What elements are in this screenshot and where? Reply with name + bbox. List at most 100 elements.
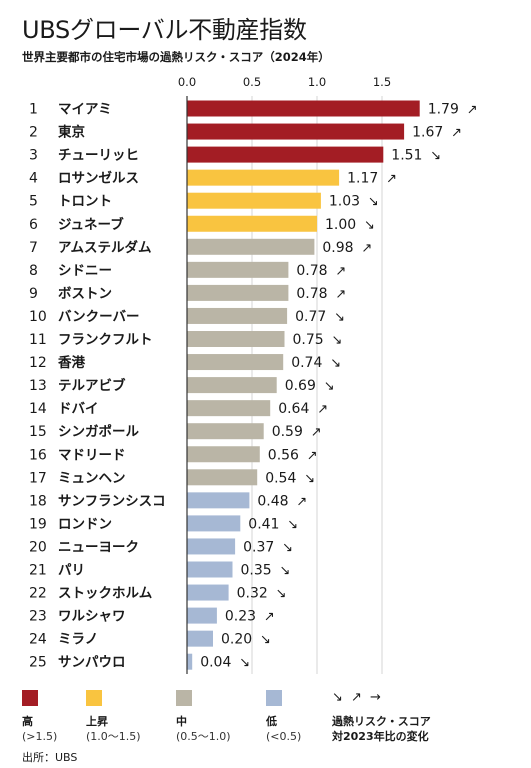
value-label: 1.51 bbox=[391, 148, 422, 164]
trend-arrow-icon: ↘ bbox=[430, 149, 441, 164]
trend-arrow-icon: ↘ bbox=[304, 471, 315, 486]
city-label: ストックホルム bbox=[58, 586, 152, 602]
trend-arrows-icon: ↘ ↗ → bbox=[332, 690, 383, 705]
rank-label: 11 bbox=[29, 332, 47, 348]
value-label: 0.37 bbox=[243, 539, 274, 555]
bar bbox=[187, 630, 213, 647]
rank-label: 15 bbox=[29, 424, 47, 440]
legend-label-rising: 上昇 bbox=[86, 715, 108, 728]
bar bbox=[187, 446, 260, 463]
city-label: テルアビブ bbox=[58, 377, 126, 394]
rank-label: 7 bbox=[29, 240, 38, 256]
city-label: ミュンヘン bbox=[58, 470, 126, 486]
legend-item-high: 高 (>1.5) bbox=[22, 690, 57, 744]
city-label: ロサンゼルス bbox=[58, 170, 139, 187]
bar bbox=[187, 307, 288, 324]
trend-arrow-icon: ↗ bbox=[317, 402, 328, 417]
bar bbox=[187, 515, 241, 532]
bar bbox=[187, 331, 285, 347]
rank-label: 17 bbox=[29, 470, 47, 486]
bar bbox=[187, 146, 384, 163]
bar bbox=[187, 423, 264, 440]
bar bbox=[187, 377, 277, 394]
legend-swatch-rising bbox=[86, 690, 102, 706]
x-tick-label: 0.5 bbox=[243, 75, 261, 89]
trend-arrow-icon: ↘ bbox=[364, 218, 375, 233]
trend-arrow-icon: ↘ bbox=[332, 333, 343, 348]
bar bbox=[187, 238, 315, 255]
trend-legend-sublabel: 対2023年比の変化 bbox=[332, 730, 429, 743]
legend-swatch-low bbox=[266, 690, 282, 706]
trend-arrow-icon: ↘ bbox=[239, 656, 250, 671]
value-label: 0.64 bbox=[278, 401, 309, 417]
value-label: 1.17 bbox=[347, 171, 378, 187]
source-note: 出所：UBS bbox=[22, 751, 78, 764]
value-label: 1.79 bbox=[428, 102, 459, 118]
trend-arrow-icon: ↘ bbox=[280, 564, 291, 579]
rank-label: 10 bbox=[29, 309, 47, 325]
trend-arrow-icon: ↘ bbox=[282, 540, 293, 555]
legend-item-rising: 上昇 (1.0〜1.5) bbox=[86, 690, 141, 744]
rank-label: 23 bbox=[29, 609, 47, 625]
trend-arrow-icon: ↗ bbox=[296, 494, 307, 509]
legend-trend: ↘ ↗ → 過熱リスク・スコア 対2023年比の変化 bbox=[332, 690, 431, 744]
bar bbox=[187, 354, 284, 371]
trend-arrow-icon: ↗ bbox=[307, 448, 318, 463]
bar bbox=[187, 561, 233, 578]
value-label: 0.77 bbox=[295, 309, 326, 325]
value-label: 0.35 bbox=[241, 563, 272, 579]
x-tick-label: 1.0 bbox=[308, 75, 326, 89]
trend-arrow-icon: ↗ bbox=[467, 103, 478, 118]
rank-label: 5 bbox=[29, 194, 38, 210]
rank-label: 24 bbox=[29, 632, 47, 648]
city-label: ボストン bbox=[58, 286, 112, 302]
rank-label: 25 bbox=[29, 655, 47, 671]
trend-arrow-icon: ↗ bbox=[264, 610, 275, 625]
city-label: バンクーバー bbox=[58, 309, 140, 325]
city-label: ドバイ bbox=[58, 401, 99, 417]
city-label: チューリッヒ bbox=[58, 148, 139, 164]
trend-arrow-icon: ↘ bbox=[287, 517, 298, 532]
legend-item-low: 低 (<0.5) bbox=[266, 690, 301, 744]
trend-arrow-icon: ↗ bbox=[386, 172, 397, 187]
legend-range-mid: (0.5〜1.0) bbox=[176, 730, 231, 743]
rank-label: 19 bbox=[29, 516, 47, 532]
legend-label-high: 高 bbox=[22, 715, 33, 728]
bar bbox=[187, 192, 321, 209]
trend-arrow-icon: ↘ bbox=[324, 379, 335, 394]
trend-arrow-icon: ↘ bbox=[368, 195, 379, 210]
value-label: 0.56 bbox=[268, 447, 299, 463]
value-label: 1.67 bbox=[412, 125, 443, 141]
trend-arrow-icon: ↘ bbox=[334, 310, 345, 325]
bar bbox=[187, 469, 258, 486]
city-label: トロント bbox=[58, 194, 112, 210]
value-label: 0.59 bbox=[272, 424, 303, 440]
x-tick-label: 0.0 bbox=[178, 75, 196, 89]
bar bbox=[187, 123, 405, 140]
city-label: シドニー bbox=[58, 263, 112, 279]
chart-title: UBSグローバル不動産指数 bbox=[22, 16, 307, 44]
legend-swatch-mid bbox=[176, 690, 192, 706]
rank-label: 12 bbox=[29, 355, 47, 371]
value-label: 0.69 bbox=[285, 378, 316, 394]
value-label: 0.54 bbox=[265, 470, 296, 486]
rank-label: 6 bbox=[29, 217, 38, 233]
legend-range-low: (<0.5) bbox=[266, 730, 302, 743]
city-label: パリ bbox=[58, 563, 85, 579]
value-label: 0.20 bbox=[221, 632, 252, 648]
city-label: サンパウロ bbox=[58, 655, 126, 671]
value-label: 0.74 bbox=[291, 355, 322, 371]
value-label: 0.78 bbox=[296, 263, 327, 279]
city-label: マイアミ bbox=[58, 102, 112, 118]
value-label: 0.04 bbox=[200, 655, 231, 671]
city-label: マドリード bbox=[58, 447, 126, 463]
city-label: シンガポール bbox=[58, 423, 139, 440]
bar bbox=[187, 261, 289, 278]
value-label: 0.98 bbox=[322, 240, 353, 256]
rank-label: 4 bbox=[29, 171, 38, 187]
rank-label: 3 bbox=[29, 148, 38, 164]
trend-arrow-icon: ↗ bbox=[361, 241, 372, 256]
city-label: フランクフルト bbox=[58, 332, 153, 348]
rank-label: 16 bbox=[29, 447, 47, 463]
trend-legend-label: 過熱リスク・スコア bbox=[332, 715, 431, 728]
